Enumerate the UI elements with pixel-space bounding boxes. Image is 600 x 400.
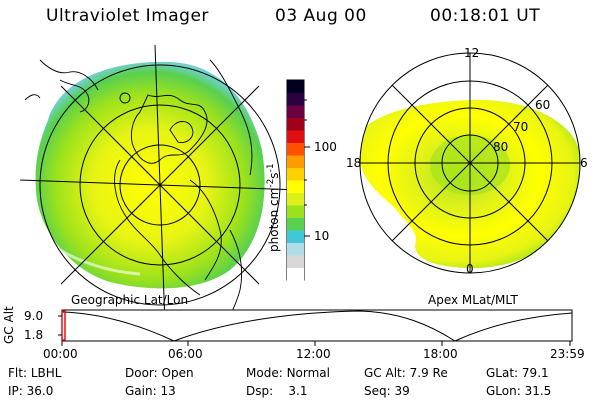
colorbar-cell [287, 80, 304, 93]
mlat-label-80: 80 [493, 140, 509, 154]
colorbar-cell [287, 205, 304, 218]
colorbar-cell [287, 217, 304, 231]
colorbar-unit-label: photon cm-2s-1 [266, 163, 281, 252]
colorbar-cell [287, 167, 304, 181]
timeline-ylabel: GC Alt [2, 306, 16, 344]
observation-time: 00:18:01 UT [430, 6, 541, 26]
info-flt: Flt: LBHL [8, 366, 62, 380]
timeline-ytick-low: 1.8 [24, 328, 44, 342]
colorbar-unit-exp2: -1 [266, 163, 276, 173]
info-dsp: Dsp: 3.1 [246, 384, 308, 398]
apex-grid [359, 52, 581, 274]
timeline-xtick-1: 06:00 [168, 347, 203, 361]
color-scale-bar [286, 79, 310, 281]
colorbar-cell [287, 267, 304, 281]
colorbar-cell [287, 117, 304, 131]
colorbar-unit-mid: s [267, 172, 281, 179]
timeline-xtick-2: 12:00 [296, 347, 331, 361]
apex-image [360, 99, 580, 269]
colorbar-cell [287, 242, 304, 256]
colorbar-cell [287, 142, 304, 156]
geographic-caption: Geographic Lat/Lon [71, 293, 189, 307]
info-seq: Seq: 39 [364, 384, 410, 398]
colorbar-cell [287, 192, 304, 206]
mlt-label-right: 6 [580, 156, 588, 170]
current-time-marker [61, 310, 66, 341]
observation-date: 03 Aug 00 [275, 6, 367, 26]
info-door: Door: Open [125, 366, 194, 380]
colorbar-cell [287, 230, 304, 243]
colorbar-unit-exp1: -2 [266, 178, 276, 188]
geographic-grid [20, 45, 300, 325]
instrument-title: Ultraviolet Imager [46, 6, 209, 26]
info-mode: Mode: Normal [246, 366, 330, 380]
info-glon: GLon: 31.5 [486, 384, 552, 398]
colorbar-tick-10: 10 [314, 229, 330, 243]
continent-outlines [24, 59, 253, 333]
colorbar-tick-100: 100 [314, 140, 337, 154]
colorbar-cell [287, 255, 304, 268]
colorbar-unit-base: photon cm [267, 187, 281, 252]
timeline-xtick-4: 23:59 [550, 347, 585, 361]
mlat-label-70: 70 [513, 120, 529, 134]
colorbar-cell [287, 180, 304, 193]
timeline-ytick-high: 9.0 [24, 309, 44, 323]
info-glat: GLat: 79.1 [486, 366, 549, 380]
mlt-label-top: 12 [464, 46, 480, 60]
info-ip: IP: 36.0 [8, 384, 54, 398]
mlt-label-bottom: 0 [466, 262, 474, 276]
apex-caption: Apex MLat/MLT [428, 293, 518, 307]
mlt-label-left: 18 [346, 156, 362, 170]
altitude-timeline-plot [58, 309, 573, 346]
colorbar-cell [287, 130, 304, 143]
timeline-xtick-0: 00:00 [43, 347, 78, 361]
mlat-label-60: 60 [535, 98, 551, 112]
timeline-xtick-3: 18:00 [423, 347, 458, 361]
colorbar-cell [287, 155, 304, 168]
info-gain: Gain: 13 [125, 384, 176, 398]
info-gc-alt: GC Alt: 7.9 Re [364, 366, 448, 380]
colorbar-cell [287, 92, 304, 106]
colorbar-cell [287, 105, 304, 118]
